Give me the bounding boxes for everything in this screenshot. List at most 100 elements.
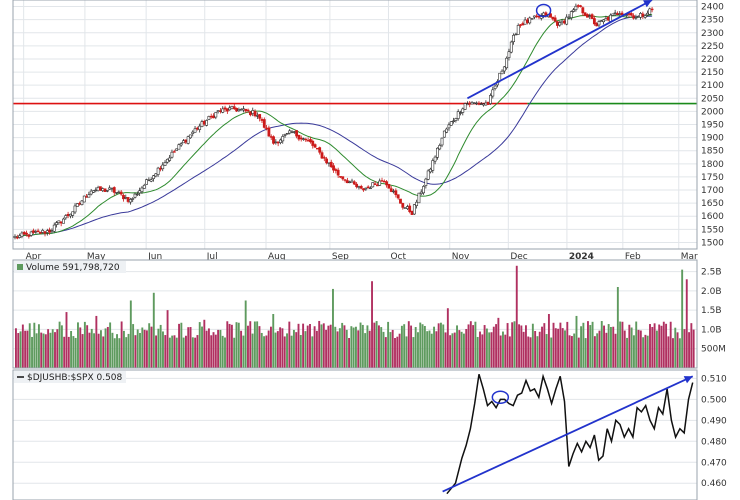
ratio-line — [446, 373, 694, 495]
candle-body — [385, 181, 389, 186]
volume-bar — [306, 325, 309, 368]
candle-body — [408, 205, 412, 213]
volume-bar — [446, 308, 449, 368]
volume-bar — [350, 326, 353, 368]
candle-body — [161, 164, 165, 170]
volume-bar — [15, 328, 17, 368]
volume-bar — [93, 333, 96, 368]
volume-bar — [253, 321, 256, 368]
volume-tick-label: 500M — [701, 345, 726, 355]
candle-body — [609, 14, 612, 22]
candle-body — [567, 16, 571, 19]
candle-body — [482, 103, 485, 106]
volume-bar — [600, 321, 603, 368]
candle-body — [479, 103, 483, 106]
volume-bar — [678, 338, 681, 368]
volume-bar — [476, 336, 479, 368]
volume-bar — [398, 333, 401, 368]
candle-body — [491, 89, 495, 97]
volume-bar — [502, 331, 504, 368]
volume-bar — [423, 325, 426, 368]
candle-body — [242, 108, 245, 111]
volume-bar — [83, 321, 86, 368]
candle-body — [629, 13, 633, 16]
volume-bar — [570, 336, 573, 368]
volume-bar — [529, 337, 532, 368]
volume-bar — [19, 331, 22, 368]
volume-bar — [129, 300, 132, 368]
candle-body — [179, 143, 183, 146]
volume-bar — [145, 330, 148, 368]
candle-body — [272, 136, 275, 144]
volume-bar — [309, 323, 311, 368]
volume-bar — [164, 335, 167, 368]
volume-bar — [458, 330, 461, 368]
volume-bar — [400, 325, 403, 368]
volume-bar — [152, 292, 155, 368]
ratio-legend-background — [14, 371, 126, 383]
volume-bar — [304, 331, 307, 368]
volume-bar — [355, 326, 357, 368]
volume-bar — [499, 335, 502, 368]
volume-bar — [387, 321, 390, 368]
volume-bar — [607, 324, 610, 368]
candle-body — [154, 173, 158, 177]
volume-bar — [685, 279, 688, 368]
volume-bar — [366, 325, 369, 368]
candle-body — [528, 17, 532, 24]
volume-bar — [283, 336, 286, 368]
candle-body — [43, 231, 47, 234]
candle-body — [304, 138, 308, 141]
volume-bar — [527, 336, 530, 368]
volume-bar — [651, 326, 654, 368]
volume-bar — [134, 335, 137, 368]
volume-bar — [364, 333, 367, 368]
volume-bar — [596, 333, 599, 368]
candle-body — [387, 184, 391, 189]
candle-body — [306, 140, 310, 142]
price-tick-label: 2350 — [701, 16, 724, 26]
candle-body — [565, 16, 569, 25]
candle-body — [318, 147, 322, 153]
candle-body — [592, 18, 596, 25]
candle-body — [572, 9, 575, 12]
volume-bar — [605, 332, 608, 368]
volume-bar — [380, 327, 383, 368]
candle-body — [142, 184, 146, 189]
candle-body — [283, 134, 287, 136]
candle-body — [87, 194, 91, 198]
candle-body — [313, 144, 317, 148]
volume-bar — [343, 325, 346, 368]
volume-bar — [658, 324, 661, 368]
volume-bar — [444, 332, 447, 368]
candle-body — [650, 8, 654, 11]
volume-panel-border — [12, 259, 698, 369]
candle-body — [281, 136, 285, 142]
candle-body — [526, 19, 529, 23]
volume-bar — [203, 319, 206, 368]
volume-bar — [260, 332, 263, 368]
candle-body — [447, 124, 451, 129]
candle-body — [392, 190, 395, 193]
candle-body — [34, 231, 38, 233]
volume-bar — [228, 323, 231, 368]
candle-body — [82, 195, 86, 203]
volume-bar — [95, 315, 98, 368]
volume-bar — [405, 336, 408, 368]
volume-bar — [217, 329, 220, 368]
volume-bar — [389, 332, 392, 368]
candle-body — [260, 119, 264, 121]
volume-bar — [559, 322, 562, 368]
price-panel-border — [12, 0, 698, 250]
volume-bar — [90, 328, 93, 368]
volume-bar — [178, 323, 181, 368]
volume-bar — [35, 333, 38, 368]
candle-body — [92, 190, 95, 193]
candle-body — [542, 12, 545, 16]
volume-bar — [437, 323, 440, 368]
volume-bar — [150, 326, 153, 368]
volume-bar — [490, 332, 493, 368]
volume-bar — [106, 326, 109, 368]
candle-body — [364, 187, 368, 190]
